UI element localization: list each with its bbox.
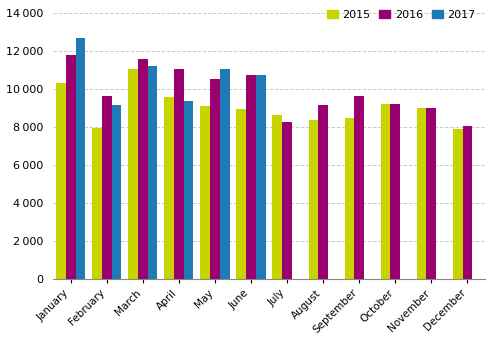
- Bar: [463, 126, 472, 279]
- Bar: [138, 59, 148, 279]
- Bar: [355, 95, 364, 279]
- Bar: [128, 69, 138, 279]
- Bar: [200, 106, 210, 279]
- Bar: [390, 104, 400, 279]
- Bar: [308, 120, 318, 279]
- Bar: [282, 122, 292, 279]
- Bar: [246, 75, 256, 279]
- Bar: [345, 118, 355, 279]
- Bar: [102, 95, 111, 279]
- Bar: [184, 101, 193, 279]
- Bar: [66, 55, 76, 279]
- Bar: [236, 109, 246, 279]
- Bar: [164, 97, 174, 279]
- Bar: [148, 66, 158, 279]
- Legend: 2015, 2016, 2017: 2015, 2016, 2017: [322, 5, 480, 25]
- Bar: [427, 108, 436, 279]
- Bar: [174, 69, 184, 279]
- Bar: [318, 105, 328, 279]
- Bar: [273, 115, 282, 279]
- Bar: [220, 69, 230, 279]
- Bar: [381, 104, 390, 279]
- Bar: [56, 83, 66, 279]
- Bar: [92, 128, 102, 279]
- Bar: [76, 38, 85, 279]
- Bar: [256, 75, 266, 279]
- Bar: [417, 108, 427, 279]
- Bar: [210, 79, 220, 279]
- Bar: [453, 129, 463, 279]
- Bar: [111, 105, 121, 279]
